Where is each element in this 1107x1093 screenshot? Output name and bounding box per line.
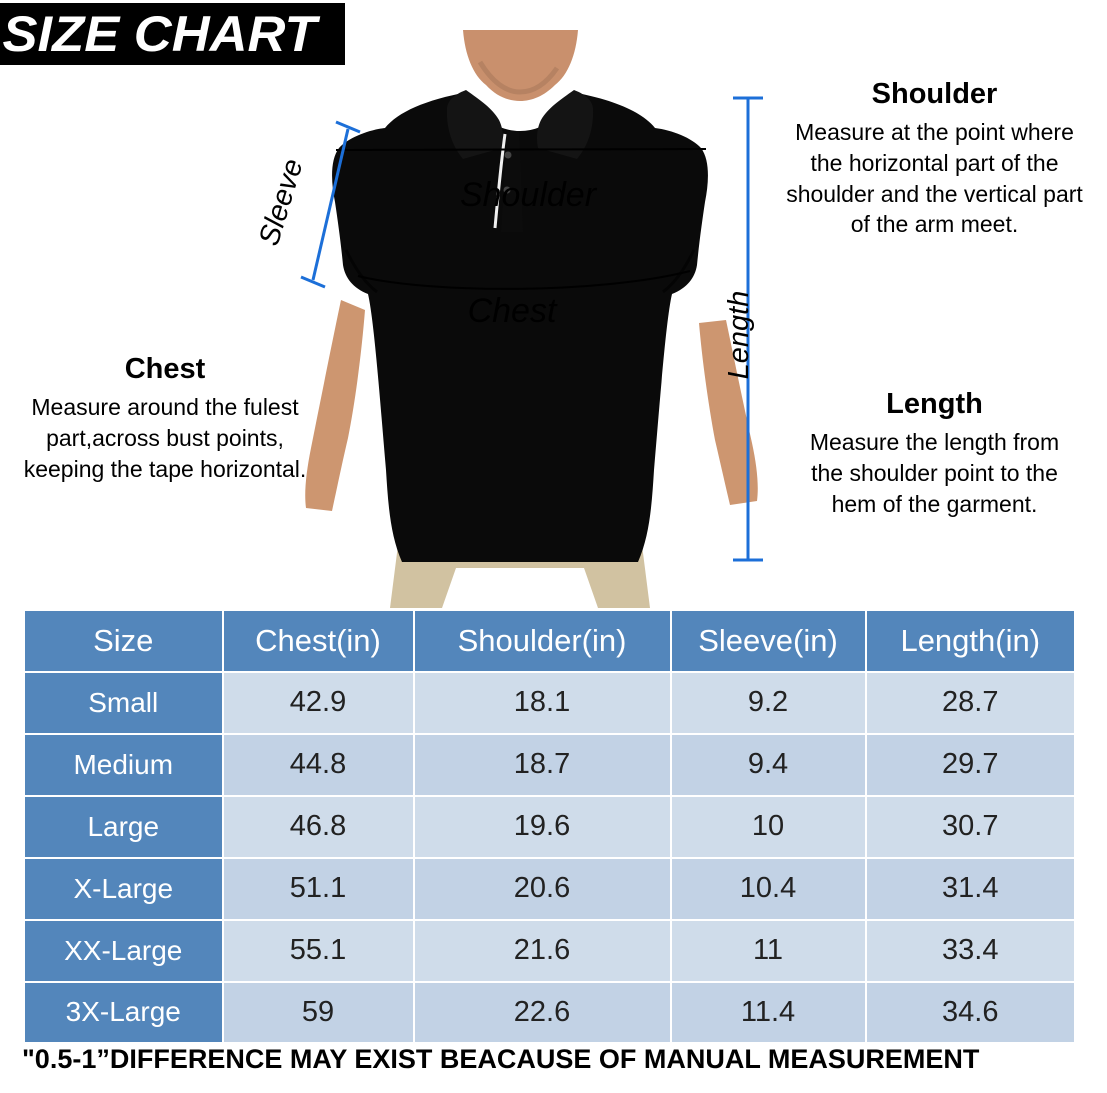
svg-text:Sleeve: Sleeve [253, 155, 310, 249]
svg-text:Chest: Chest [468, 292, 558, 330]
svg-text:Length: Length [723, 291, 755, 380]
svg-text:Shoulder: Shoulder [460, 176, 598, 214]
